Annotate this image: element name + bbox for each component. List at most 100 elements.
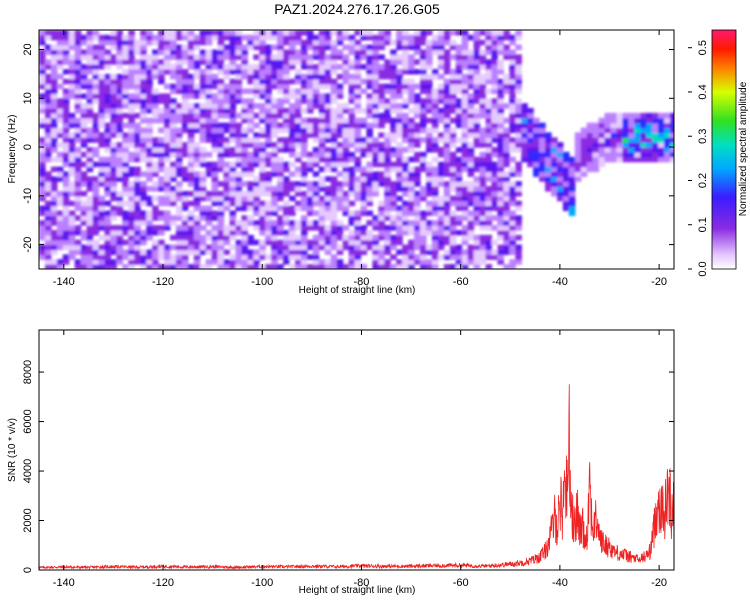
spectrogram-cell bbox=[479, 171, 487, 177]
spectrogram-cell bbox=[461, 156, 469, 163]
spectrogram-cell bbox=[497, 234, 504, 241]
spectrogram-cell bbox=[312, 117, 320, 124]
spectrogram-cell bbox=[467, 103, 475, 109]
spectrogram-cell bbox=[461, 249, 469, 255]
spectrogram-cell bbox=[330, 127, 338, 134]
spectrogram-cell bbox=[300, 132, 308, 138]
spectrogram-cell bbox=[146, 39, 153, 46]
spectrogram-cell bbox=[134, 171, 141, 177]
spectrogram-cell bbox=[80, 171, 88, 177]
spectrogram-cell bbox=[92, 44, 100, 51]
spectrogram-cell bbox=[211, 59, 219, 65]
spectrogram-cell bbox=[104, 122, 112, 129]
spectrogram-cell bbox=[336, 112, 344, 119]
spectrogram-cell bbox=[74, 259, 82, 265]
spectrogram-cell bbox=[45, 64, 52, 70]
spectrogram-cell bbox=[152, 88, 159, 94]
spectrogram-cell bbox=[324, 39, 332, 46]
spectrogram-cell bbox=[140, 78, 147, 85]
spectrogram-cell bbox=[146, 166, 153, 173]
spectrogram-cell bbox=[485, 176, 493, 182]
spectrogram-cell bbox=[205, 59, 213, 65]
spectrogram-cell bbox=[586, 151, 594, 158]
spectrogram-cell bbox=[378, 249, 385, 255]
spectrogram-cell bbox=[378, 200, 385, 207]
spectrogram-cell bbox=[80, 39, 88, 46]
spectrogram-cell bbox=[181, 108, 189, 114]
spectrogram-cell bbox=[360, 234, 368, 241]
spectrogram-cell bbox=[158, 215, 165, 221]
spectrogram-cell bbox=[408, 191, 415, 197]
spectrogram-cell bbox=[259, 156, 266, 163]
spectrogram-cell bbox=[461, 44, 469, 51]
spectrogram-cell bbox=[241, 166, 248, 173]
spectrogram-cell bbox=[158, 254, 165, 260]
spectrogram-cell bbox=[473, 30, 481, 36]
spectrogram-cell bbox=[140, 88, 147, 94]
spectrogram-cell bbox=[437, 64, 445, 70]
spectrogram-cell bbox=[396, 205, 403, 212]
spectrogram-cell bbox=[164, 49, 171, 55]
spectrogram-cell bbox=[473, 161, 481, 168]
spectrogram-cell bbox=[426, 244, 433, 251]
spectrogram-cell bbox=[342, 239, 350, 246]
spectrogram-cell bbox=[533, 156, 540, 163]
spectrogram-cell bbox=[497, 39, 504, 46]
spectrogram-cell bbox=[86, 132, 94, 138]
spectrogram-cell bbox=[45, 239, 52, 246]
spectrogram-cell bbox=[461, 122, 469, 129]
spectrogram-cell bbox=[479, 137, 487, 143]
spectrogram-cell bbox=[134, 137, 141, 143]
spectrogram-cell bbox=[158, 181, 165, 187]
spectrogram-cell bbox=[98, 64, 106, 70]
spectrogram-cell bbox=[336, 195, 344, 202]
spectrogram-cell bbox=[426, 142, 433, 148]
spectrogram-cell bbox=[652, 122, 659, 129]
spectrogram-cell bbox=[354, 127, 362, 134]
spectrogram-cell bbox=[378, 73, 385, 80]
spectrogram-cell bbox=[193, 88, 201, 94]
spectrogram-cell bbox=[74, 30, 82, 36]
spectrogram-cell bbox=[443, 39, 451, 46]
spectrogram-cell bbox=[277, 122, 284, 129]
spectrogram-cell bbox=[140, 127, 147, 134]
spectrogram-cell bbox=[372, 239, 379, 246]
spectrogram-cell bbox=[580, 161, 588, 168]
spectrogram-cell bbox=[164, 191, 171, 197]
spectrogram-cell bbox=[68, 122, 76, 129]
spectrogram-cell bbox=[193, 191, 201, 197]
spectrogram-cell bbox=[271, 44, 278, 51]
spectrogram-cell bbox=[306, 195, 314, 202]
spectrogram-cell bbox=[116, 230, 123, 236]
spectrogram-cell bbox=[408, 78, 415, 85]
spectrogram-cell bbox=[229, 137, 237, 143]
spectrogram-cell bbox=[146, 230, 153, 236]
spectrogram-cell bbox=[354, 230, 362, 236]
spectrogram-cell bbox=[634, 112, 641, 119]
spectrogram-cell bbox=[348, 171, 356, 177]
spectrogram-cell bbox=[420, 195, 427, 202]
spectrogram-cell bbox=[170, 39, 177, 46]
spectrogram-cell bbox=[110, 186, 117, 192]
spectrogram-cell bbox=[289, 112, 296, 119]
spectrogram-cell bbox=[229, 122, 237, 129]
spectrogram-cell bbox=[92, 112, 100, 119]
spectrogram-cell bbox=[348, 93, 356, 99]
spectrogram-cell bbox=[574, 161, 582, 168]
spectrogram-cell bbox=[128, 249, 135, 255]
spectrogram-cell bbox=[259, 254, 266, 260]
spectrogram-cell bbox=[300, 234, 308, 241]
spectrogram-cell bbox=[449, 108, 457, 114]
spectrogram-cell bbox=[140, 220, 147, 226]
spectrogram-cell bbox=[271, 117, 278, 124]
spectrogram-cell bbox=[128, 73, 135, 80]
spectrogram-cell bbox=[467, 161, 475, 168]
spectrogram-cell bbox=[50, 34, 58, 41]
spectrogram-cell bbox=[164, 122, 171, 129]
spectrogram-cell bbox=[408, 244, 415, 251]
spectrogram-cell bbox=[39, 156, 46, 163]
spectrogram-cell bbox=[420, 225, 427, 231]
spectrogram-cell bbox=[241, 249, 248, 255]
spectrogram-cell bbox=[467, 54, 475, 60]
spectrogram-cell bbox=[295, 73, 302, 80]
